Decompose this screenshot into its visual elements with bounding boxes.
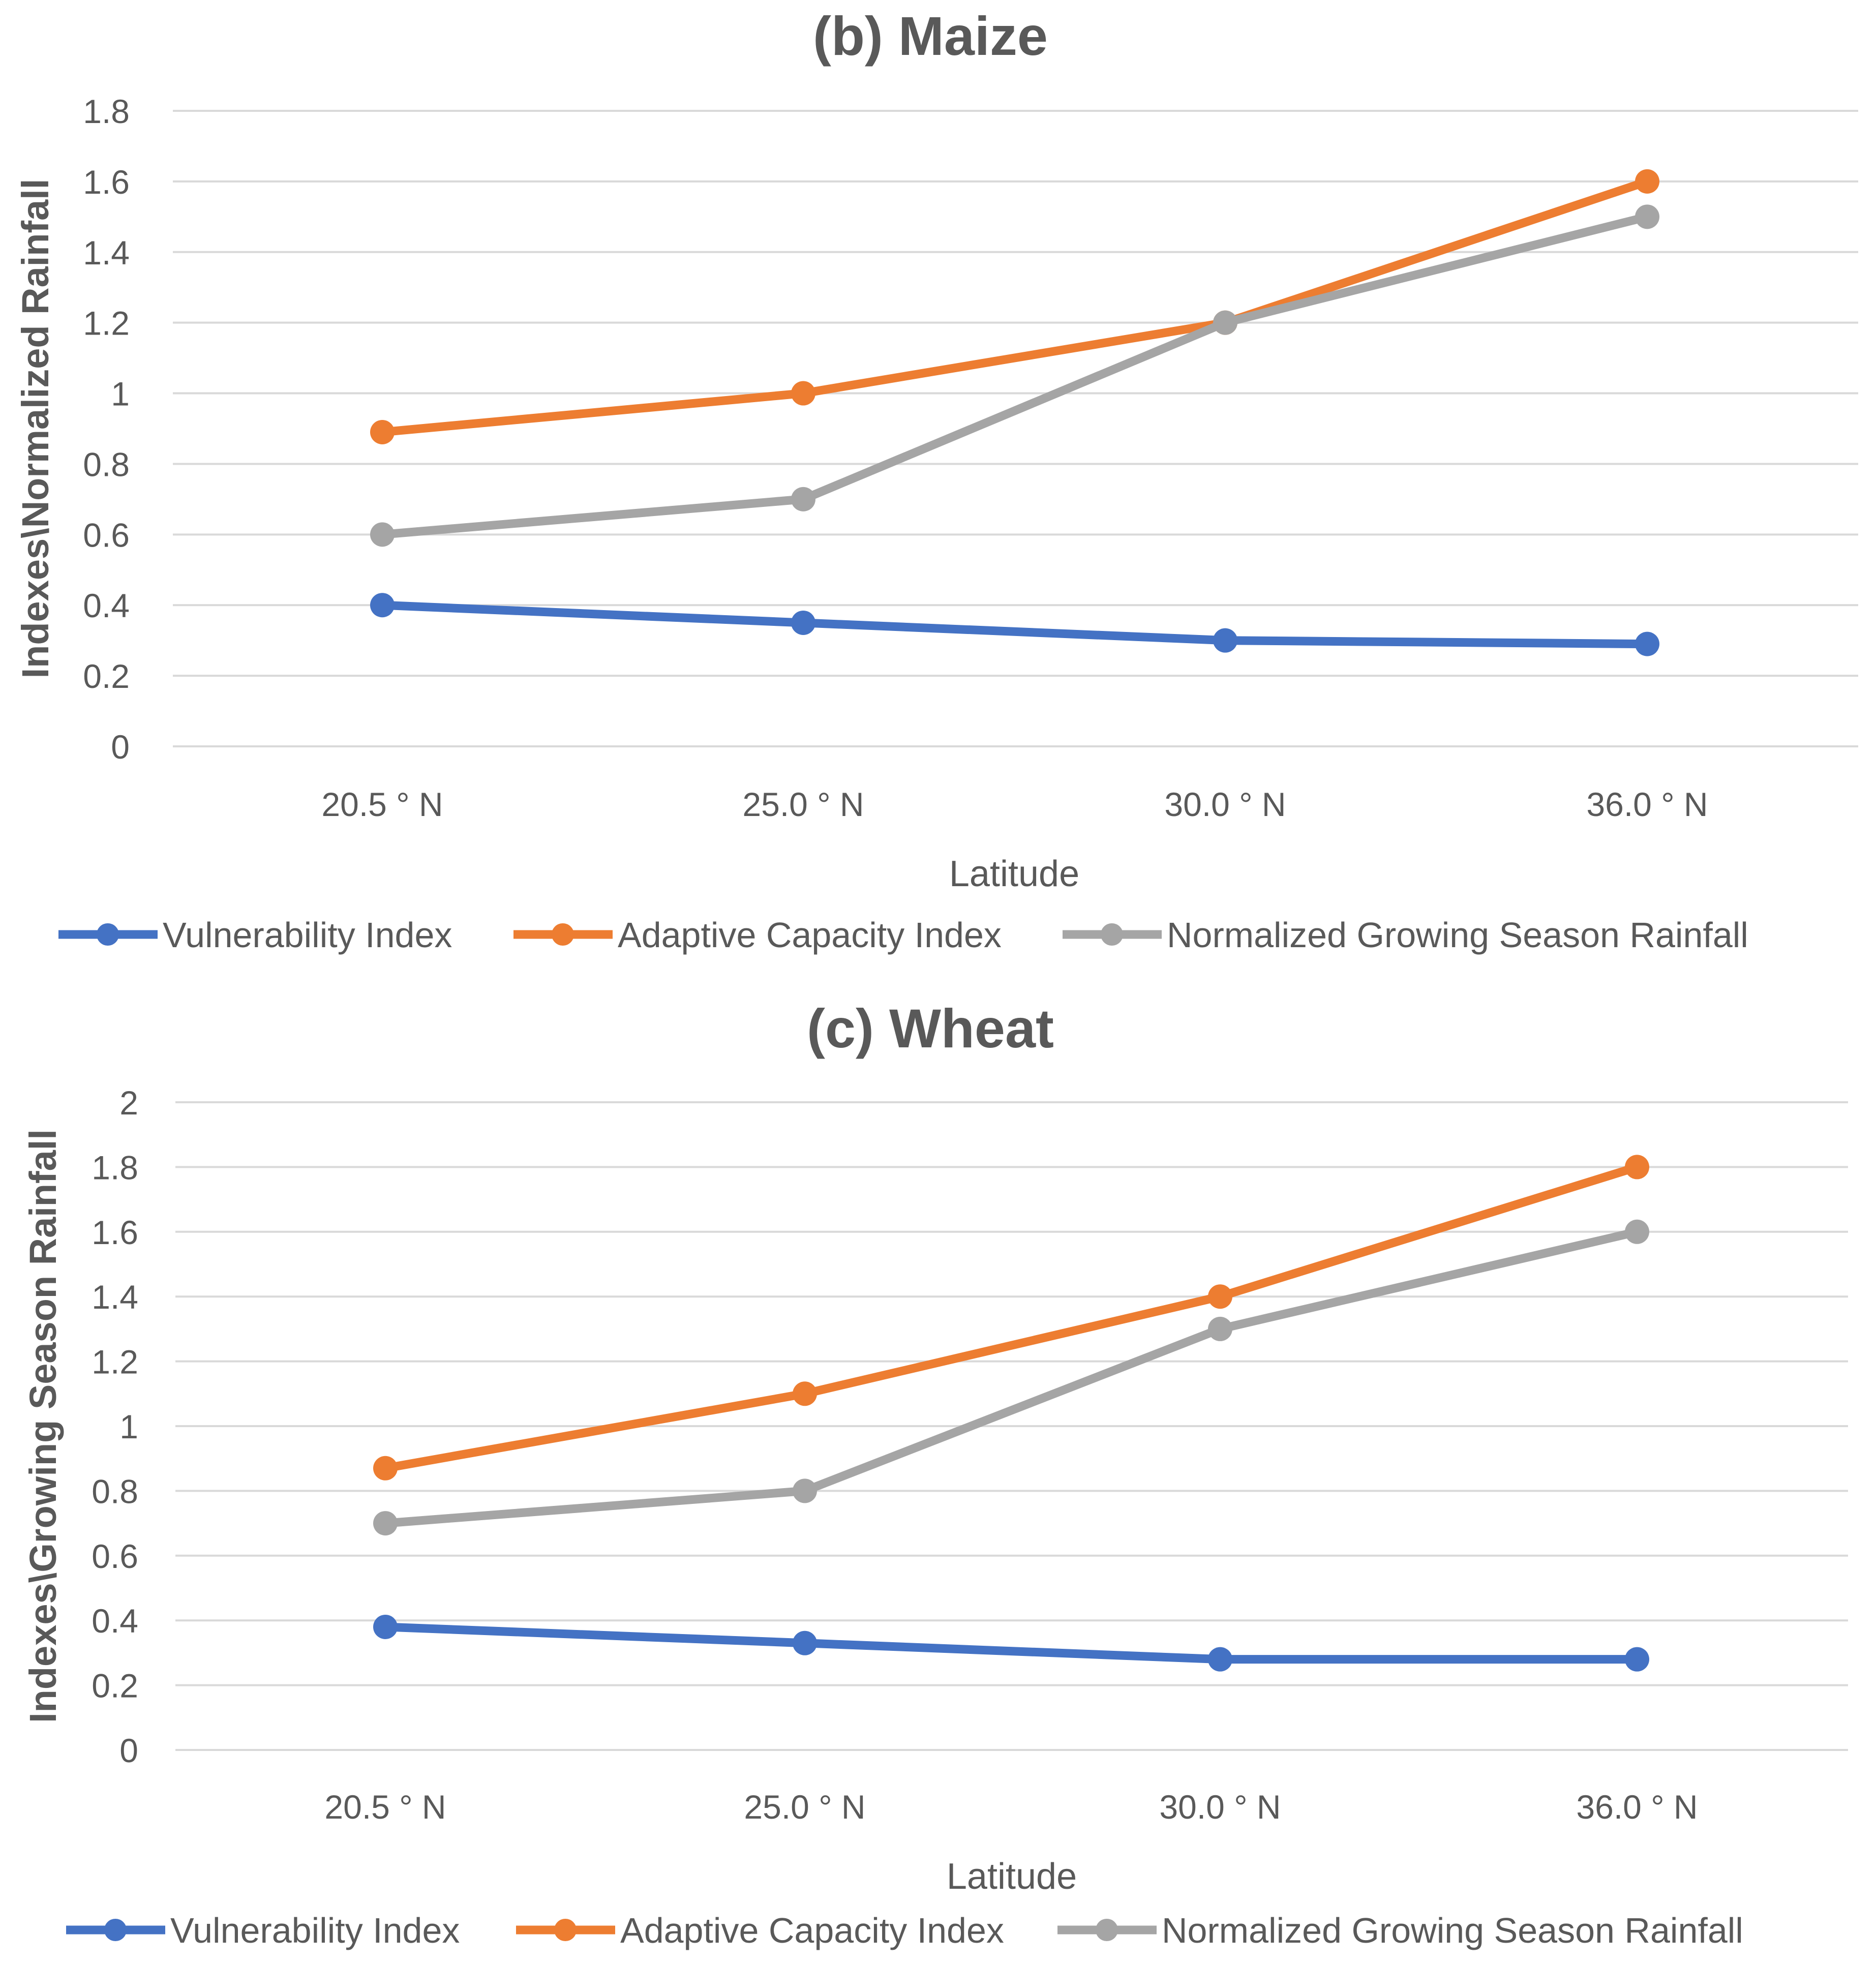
maize-chart: (b) Maize 0 0.2 0.4 0.6 0.8 1 1.2 1.4 1.6 1.8 20.5 … bbox=[14, 5, 1858, 955]
y-tick-label: 1.6 bbox=[92, 1214, 138, 1251]
y-tick-label: 0.6 bbox=[92, 1537, 138, 1575]
data-point bbox=[1625, 1647, 1649, 1672]
data-point bbox=[1635, 631, 1659, 656]
x-tick-label: 25.0 ° N bbox=[742, 786, 864, 823]
x-axis-title: Latitude bbox=[947, 1856, 1077, 1897]
series-line bbox=[381, 1162, 1642, 1473]
data-point bbox=[1635, 204, 1659, 229]
legend-label: Adaptive Capacity Index bbox=[620, 1911, 1004, 1950]
x-axis-title: Latitude bbox=[949, 854, 1079, 894]
y-tick-label: 0.4 bbox=[92, 1602, 138, 1640]
y-tick-label: 1.4 bbox=[92, 1278, 138, 1316]
series-line bbox=[378, 212, 1652, 539]
data-point bbox=[1208, 1316, 1232, 1341]
series-line bbox=[378, 177, 1652, 437]
y-tick-label: 2 bbox=[119, 1084, 138, 1122]
data-point bbox=[370, 522, 395, 547]
data-point bbox=[793, 1381, 817, 1406]
data-point bbox=[791, 610, 815, 635]
data-point bbox=[791, 487, 815, 511]
x-tick-label: 30.0 ° N bbox=[1164, 786, 1286, 823]
data-point bbox=[1625, 1219, 1649, 1244]
series-line bbox=[378, 600, 1652, 649]
wheat-chart-panel: (c) Wheat 0 0.2 0.4 0.6 0.8 1 1.2 1.4 1.6 1.8 2 20.5… bbox=[0, 981, 1876, 1960]
y-tick-label: 0 bbox=[111, 728, 130, 766]
legend-marker bbox=[1096, 1919, 1118, 1941]
maize-chart-panel: (b) Maize 0 0.2 0.4 0.6 0.8 1 1.2 1.4 1.6 1.8 20.5 … bbox=[0, 0, 1876, 981]
data-point bbox=[1208, 1647, 1232, 1672]
y-tick-label: 1.4 bbox=[83, 234, 130, 271]
data-point bbox=[373, 1614, 398, 1639]
data-point bbox=[370, 593, 395, 618]
data-point bbox=[793, 1478, 817, 1503]
y-tick-label: 0 bbox=[119, 1732, 138, 1769]
chart-title: (c) Wheat bbox=[807, 998, 1054, 1059]
y-tick-label: 1.8 bbox=[92, 1149, 138, 1186]
legend-marker bbox=[97, 923, 119, 946]
legend-label: Vulnerability Index bbox=[163, 915, 452, 955]
data-point bbox=[370, 419, 395, 444]
data-point bbox=[793, 1630, 817, 1655]
y-tick-label: 1 bbox=[119, 1408, 138, 1445]
data-point bbox=[1635, 169, 1659, 194]
data-point bbox=[1213, 628, 1237, 653]
y-axis-title: Indexes\Growing Season Rainfall bbox=[22, 1129, 64, 1723]
legend-label: Vulnerability Index bbox=[170, 1911, 460, 1950]
series-line bbox=[381, 1227, 1642, 1528]
x-tick-label: 25.0 ° N bbox=[744, 1788, 865, 1826]
data-point bbox=[373, 1511, 398, 1536]
legend-marker bbox=[554, 1919, 577, 1941]
legend-marker bbox=[104, 1919, 127, 1941]
x-tick-label: 20.5 ° N bbox=[321, 786, 443, 823]
y-tick-label: 1.6 bbox=[83, 163, 130, 201]
y-tick-label: 0.8 bbox=[83, 445, 130, 483]
chart-title: (b) Maize bbox=[813, 5, 1048, 67]
y-tick-label: 0.4 bbox=[83, 587, 130, 624]
y-tick-label: 0.8 bbox=[92, 1472, 138, 1510]
y-tick-label: 0.2 bbox=[92, 1667, 138, 1705]
data-point bbox=[791, 381, 815, 406]
wheat-chart: (c) Wheat 0 0.2 0.4 0.6 0.8 1 1.2 1.4 1.6 1.8 2 20.5… bbox=[22, 998, 1848, 1950]
y-tick-label: 1.2 bbox=[83, 305, 130, 342]
data-point bbox=[1625, 1155, 1649, 1180]
legend-label: Normalized Growing Season Rainfall bbox=[1167, 915, 1748, 955]
data-point bbox=[1208, 1284, 1232, 1309]
y-tick-label: 0.6 bbox=[83, 516, 130, 554]
y-tick-label: 1.2 bbox=[92, 1343, 138, 1381]
x-tick-label: 36.0 ° N bbox=[1576, 1788, 1698, 1826]
y-axis-title: Indexes\Normalized Rainfall bbox=[14, 179, 56, 679]
legend-marker bbox=[1101, 923, 1123, 946]
y-tick-label: 1 bbox=[111, 375, 130, 413]
legend-marker bbox=[552, 923, 574, 946]
x-tick-label: 36.0 ° N bbox=[1586, 786, 1708, 823]
x-tick-label: 30.0 ° N bbox=[1159, 1788, 1281, 1826]
data-point bbox=[1213, 310, 1237, 335]
x-tick-label: 20.5 ° N bbox=[324, 1788, 446, 1826]
series-line bbox=[381, 1622, 1642, 1664]
legend-label: Normalized Growing Season Rainfall bbox=[1162, 1911, 1743, 1950]
data-point bbox=[373, 1456, 398, 1481]
legend-label: Adaptive Capacity Index bbox=[618, 915, 1002, 955]
y-tick-label: 1.8 bbox=[83, 93, 130, 130]
y-tick-label: 0.2 bbox=[83, 657, 130, 695]
